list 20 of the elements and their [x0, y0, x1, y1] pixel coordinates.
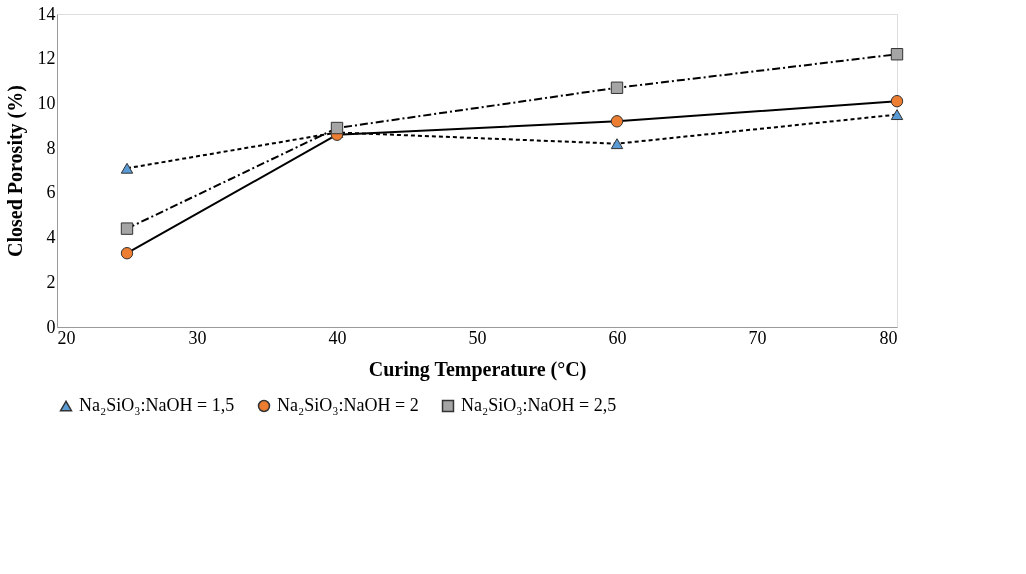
x-tick-label: 60 — [608, 327, 627, 348]
x-tick-label: 20 — [57, 327, 76, 348]
y-tick-label: 10 — [37, 92, 56, 113]
y-tick-label: 8 — [46, 137, 56, 158]
x-tick-label: 80 — [879, 327, 898, 348]
y-tick-label: 6 — [46, 182, 56, 203]
y-tick-label: 14 — [37, 3, 56, 24]
legend-label: Na₂SiO₃:NaOH = 2 — [277, 395, 419, 415]
y-tick-label: 12 — [37, 48, 56, 69]
x-axis-title: Curing Temperature (°C) — [368, 357, 587, 381]
x-tick-label: 40 — [328, 327, 347, 348]
legend-label: Na₂SiO₃:NaOH = 1,5 — [79, 395, 235, 415]
legend-label: Na₂SiO₃:NaOH = 2,5 — [461, 395, 617, 415]
x-tick-label: 50 — [468, 327, 487, 348]
y-tick-label: 0 — [46, 316, 56, 337]
y-axis-title: Closed Porosity (%) — [3, 85, 27, 257]
y-tick-label: 2 — [46, 271, 56, 292]
x-tick-label: 70 — [748, 327, 767, 348]
x-tick-label: 30 — [188, 327, 207, 348]
y-tick-label: 4 — [46, 227, 56, 248]
